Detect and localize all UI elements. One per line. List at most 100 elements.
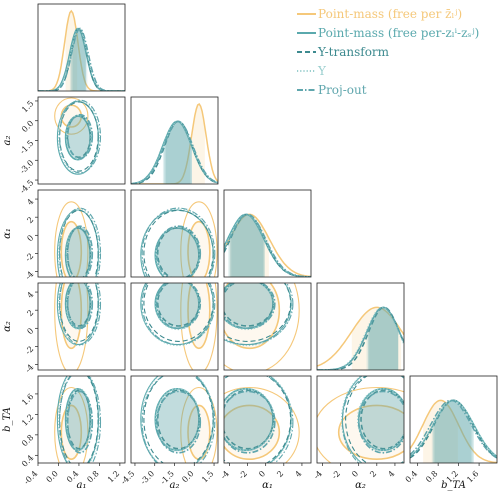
marginal-curve-3 — [317, 306, 404, 370]
contour-4-0 — [155, 225, 202, 277]
y-axis-label: b_TA — [2, 407, 13, 432]
panel-2-2 — [223, 189, 312, 278]
contour-3-1 — [140, 283, 215, 347]
marginal-band-4 — [72, 28, 88, 91]
contour-0-1 — [54, 201, 89, 277]
contour-0-1 — [180, 201, 218, 277]
marginal-curve-0 — [317, 306, 404, 367]
contour-4-1 — [58, 376, 102, 463]
y-axis-label: α₂ — [2, 321, 13, 332]
contour-0-1 — [54, 386, 89, 463]
contour-4-0 — [155, 390, 202, 454]
marginal-band-1 — [162, 121, 191, 184]
x-tick-label: 2 — [275, 469, 285, 479]
x-axis-label: a₂ — [170, 480, 180, 491]
panel-4-1 — [130, 375, 219, 464]
contour-2-1 — [59, 283, 99, 342]
x-tick-label: -4.5 — [119, 469, 136, 486]
marginal-band-4 — [367, 307, 399, 370]
contour-2-1 — [59, 209, 99, 277]
marginal-curve-4 — [131, 120, 218, 184]
panel-1-1 — [130, 96, 219, 185]
marginal-band-1 — [367, 307, 399, 370]
panel-frame — [130, 189, 219, 278]
panel-frame — [223, 189, 312, 278]
contour-3-1 — [269, 376, 293, 463]
panel-1-0 — [37, 96, 126, 185]
contour-3-1 — [57, 376, 100, 463]
contour-4-0 — [66, 225, 94, 277]
contour-3-0 — [357, 388, 404, 451]
x-tick-label: 1.2 — [106, 469, 121, 484]
contour-0-1 — [317, 386, 404, 463]
panel-4-3 — [316, 375, 405, 464]
contour-2-1 — [143, 376, 214, 463]
contour-2-0 — [360, 389, 404, 450]
marginal-band-2 — [165, 121, 192, 184]
contour-0-1 — [54, 97, 89, 135]
y-tick-label: 2 — [25, 308, 35, 318]
panel-3-2 — [223, 282, 312, 371]
marginal-band-3 — [164, 121, 192, 184]
y-axis-label: a₂ — [2, 136, 13, 146]
marginal-band-4 — [164, 121, 192, 184]
marginal-curve-0 — [410, 399, 497, 463]
contour-2-1 — [345, 376, 404, 463]
panel-3-3 — [316, 282, 405, 371]
marginal-band-3 — [366, 307, 399, 370]
x-tick-label: -2 — [330, 469, 342, 481]
contour-0-1 — [224, 283, 300, 370]
contour-0-1 — [224, 386, 300, 463]
panel-2-0 — [37, 189, 126, 278]
panel-3-0 — [37, 282, 126, 371]
y-tick-label: -4.5 — [18, 178, 35, 195]
marginal-band-0 — [351, 307, 402, 370]
contour-2-1 — [59, 101, 99, 172]
contour-0-1 — [180, 386, 218, 463]
contour-4-1 — [141, 283, 216, 346]
panel-4-2 — [223, 375, 312, 464]
x-tick-label: 0.4 — [404, 469, 419, 484]
legend-label: Proj-out — [318, 83, 367, 97]
panel-frame — [223, 282, 312, 371]
x-tick-label: 2 — [368, 469, 378, 479]
contour-4-0 — [357, 390, 404, 454]
contour-3-1 — [57, 283, 100, 347]
x-tick-label: -2 — [237, 469, 249, 481]
panel-frame — [130, 96, 219, 185]
contour-4-0 — [224, 390, 276, 454]
y-tick-label: 2 — [25, 215, 35, 225]
contour-3-1 — [140, 208, 215, 277]
contour-2-1 — [59, 376, 99, 463]
contour-4-0 — [224, 283, 276, 330]
marginal-band-1 — [433, 400, 474, 463]
panel-0-0 — [37, 3, 126, 92]
marginal-band-4 — [431, 400, 471, 463]
marginal-band-1 — [228, 214, 264, 277]
contour-2-1 — [224, 376, 292, 463]
y-tick-label: -1.5 — [18, 139, 35, 156]
contour-4-0 — [66, 283, 94, 330]
panel-frame — [316, 282, 405, 371]
contour-3-1 — [140, 376, 215, 463]
marginal-band-3 — [71, 28, 86, 91]
x-tick-label: 1.5 — [200, 469, 215, 484]
y-tick-label: -4 — [24, 363, 36, 375]
marginal-band-2 — [369, 307, 399, 370]
y-tick-label: 1.5 — [20, 99, 35, 114]
marginal-band-4 — [229, 214, 265, 277]
x-tick-label: 4 — [386, 469, 396, 479]
x-tick-label: 4 — [293, 469, 303, 479]
marginal-band-2 — [71, 28, 86, 91]
panel-3-1 — [130, 282, 219, 371]
legend-label: Y-transform — [317, 45, 390, 59]
marginal-band-2 — [434, 400, 473, 463]
marginal-band-2 — [231, 214, 265, 277]
y-tick-label: -3.0 — [18, 158, 35, 175]
y-tick-label: 0.4 — [20, 453, 35, 468]
panel-frame — [37, 189, 126, 278]
contour-3-0 — [65, 114, 92, 160]
y-axis-label: α₁ — [2, 228, 13, 239]
x-axis-label: α₂ — [355, 480, 366, 491]
contour-0-0 — [337, 404, 404, 460]
